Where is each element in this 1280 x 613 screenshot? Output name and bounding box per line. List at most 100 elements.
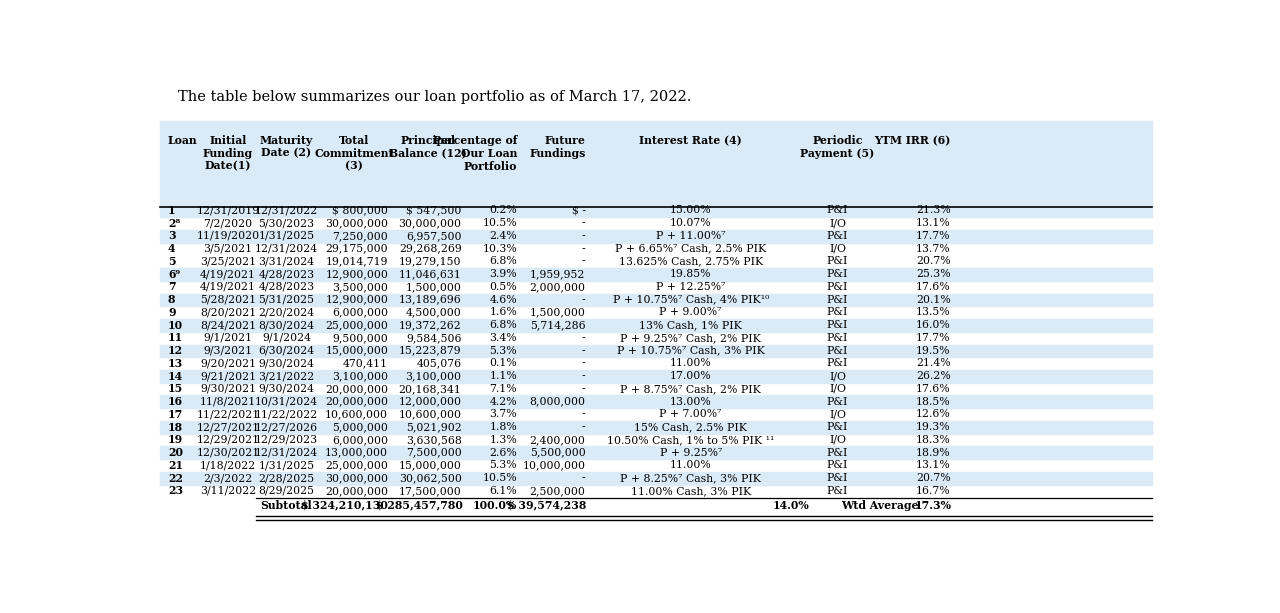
Text: 15: 15	[168, 383, 183, 394]
Text: P&I: P&I	[827, 269, 849, 279]
Text: 11.00% Cash, 3% PIK: 11.00% Cash, 3% PIK	[631, 486, 751, 496]
Text: 12,900,000: 12,900,000	[325, 269, 388, 279]
Text: $ 547,500: $ 547,500	[406, 205, 462, 215]
Text: Initial
Funding
Date(1): Initial Funding Date(1)	[204, 135, 253, 172]
Text: P + 10.75%⁷ Cash, 3% PIK: P + 10.75%⁷ Cash, 3% PIK	[617, 346, 764, 356]
Text: P&I: P&I	[827, 460, 849, 470]
Text: -: -	[582, 295, 585, 305]
Text: 17: 17	[168, 409, 183, 420]
Text: Future
Fundings: Future Fundings	[529, 135, 585, 159]
Text: P&I: P&I	[827, 307, 849, 318]
Text: I/O: I/O	[829, 409, 846, 419]
Text: $ 39,574,238: $ 39,574,238	[507, 500, 586, 511]
Text: 13.1%: 13.1%	[916, 460, 951, 470]
Text: 7,250,000: 7,250,000	[333, 231, 388, 241]
Text: 12/29/2023: 12/29/2023	[255, 435, 317, 445]
Text: 1.1%: 1.1%	[489, 371, 517, 381]
Text: 3/31/2024: 3/31/2024	[259, 256, 315, 267]
Text: 20: 20	[168, 447, 183, 458]
Text: 16: 16	[168, 396, 183, 407]
Text: 15,000,000: 15,000,000	[325, 346, 388, 356]
Text: 6,000,000: 6,000,000	[333, 435, 388, 445]
Text: 2.4%: 2.4%	[489, 231, 517, 241]
Text: P + 8.75%⁷ Cash, 2% PIK: P + 8.75%⁷ Cash, 2% PIK	[621, 384, 762, 394]
Text: 2,000,000: 2,000,000	[530, 282, 585, 292]
Text: P&I: P&I	[827, 473, 849, 483]
Text: 6.8%: 6.8%	[489, 256, 517, 267]
Text: 4/19/2021: 4/19/2021	[200, 269, 256, 279]
Bar	[160, 204, 1152, 217]
Text: 10.50% Cash, 1% to 5% PIK ¹¹: 10.50% Cash, 1% to 5% PIK ¹¹	[607, 435, 774, 445]
Text: Percentage of
Our Loan
Portfolio: Percentage of Our Loan Portfolio	[433, 135, 517, 172]
Bar	[160, 370, 1152, 383]
Text: 20,000,000: 20,000,000	[325, 486, 388, 496]
Text: 29,175,000: 29,175,000	[325, 244, 388, 254]
Text: 20,000,000: 20,000,000	[325, 384, 388, 394]
Text: 12.6%: 12.6%	[916, 409, 951, 419]
Text: -: -	[582, 384, 585, 394]
Text: 13.7%: 13.7%	[916, 244, 951, 254]
Text: 15,223,879: 15,223,879	[399, 346, 462, 356]
Text: 17.6%: 17.6%	[916, 384, 951, 394]
Text: 3,500,000: 3,500,000	[333, 282, 388, 292]
Text: 9/30/2021: 9/30/2021	[200, 384, 256, 394]
Text: 3/21/2022: 3/21/2022	[259, 371, 315, 381]
Text: 21: 21	[168, 460, 183, 471]
Text: 10.3%: 10.3%	[483, 244, 517, 254]
Text: Principal
Balance (12): Principal Balance (12)	[389, 135, 467, 159]
Text: 9/1/2021: 9/1/2021	[204, 333, 252, 343]
Text: -: -	[582, 218, 585, 228]
Text: 12/31/2024: 12/31/2024	[255, 244, 317, 254]
Text: 12/30/2021: 12/30/2021	[196, 447, 260, 457]
Text: 17.6%: 17.6%	[916, 282, 951, 292]
Text: P&I: P&I	[827, 295, 849, 305]
Text: 8: 8	[168, 294, 175, 305]
Text: I/O: I/O	[829, 218, 846, 228]
Text: 30,062,500: 30,062,500	[398, 473, 462, 483]
Text: 19,279,150: 19,279,150	[399, 256, 462, 267]
Text: 4/28/2023: 4/28/2023	[259, 269, 315, 279]
Text: 4.6%: 4.6%	[489, 295, 517, 305]
Text: 29,268,269: 29,268,269	[399, 244, 462, 254]
Text: 15% Cash, 2.5% PIK: 15% Cash, 2.5% PIK	[634, 422, 748, 432]
Text: 1.3%: 1.3%	[489, 435, 517, 445]
Text: Subtotal: Subtotal	[260, 500, 312, 511]
Text: 30,000,000: 30,000,000	[398, 218, 462, 228]
Text: 19.85%: 19.85%	[669, 269, 712, 279]
Text: 17.00%: 17.00%	[669, 371, 712, 381]
Text: 13: 13	[168, 358, 183, 369]
Text: 3/11/2022: 3/11/2022	[200, 486, 256, 496]
Text: 9/30/2024: 9/30/2024	[259, 384, 315, 394]
Text: 6.1%: 6.1%	[489, 486, 517, 496]
Text: 3,100,000: 3,100,000	[406, 371, 462, 381]
Text: 7: 7	[168, 281, 175, 292]
Text: Periodic
Payment (5): Periodic Payment (5)	[800, 135, 874, 159]
Text: -: -	[582, 256, 585, 267]
Text: 9/20/2021: 9/20/2021	[200, 359, 256, 368]
Text: Wtd Average: Wtd Average	[841, 500, 919, 511]
Text: 12/27/2026: 12/27/2026	[255, 422, 317, 432]
Text: 1/18/2022: 1/18/2022	[200, 460, 256, 470]
Text: I/O: I/O	[829, 244, 846, 254]
Text: 3,630,568: 3,630,568	[406, 435, 462, 445]
Text: 3.9%: 3.9%	[489, 269, 517, 279]
Text: 12,000,000: 12,000,000	[398, 397, 462, 406]
Text: 1,500,000: 1,500,000	[406, 282, 462, 292]
Text: 13.1%: 13.1%	[916, 218, 951, 228]
Text: 3.7%: 3.7%	[489, 409, 517, 419]
Text: -: -	[582, 244, 585, 254]
Text: 10/31/2024: 10/31/2024	[255, 397, 317, 406]
Text: 1,959,952: 1,959,952	[530, 269, 585, 279]
Text: 15,000,000: 15,000,000	[398, 460, 462, 470]
Text: 12/31/2019: 12/31/2019	[196, 205, 260, 215]
Text: 14: 14	[168, 371, 183, 382]
Text: 1.8%: 1.8%	[489, 422, 517, 432]
Text: YTM IRR (6): YTM IRR (6)	[874, 135, 951, 146]
Text: 30,000,000: 30,000,000	[325, 473, 388, 483]
Text: 2⁸: 2⁸	[168, 218, 180, 229]
Text: Interest Rate (4): Interest Rate (4)	[639, 135, 742, 146]
Text: 3: 3	[168, 230, 175, 242]
Text: 7.1%: 7.1%	[489, 384, 517, 394]
Text: 10.07%: 10.07%	[669, 218, 712, 228]
Text: 3/25/2021: 3/25/2021	[200, 256, 256, 267]
